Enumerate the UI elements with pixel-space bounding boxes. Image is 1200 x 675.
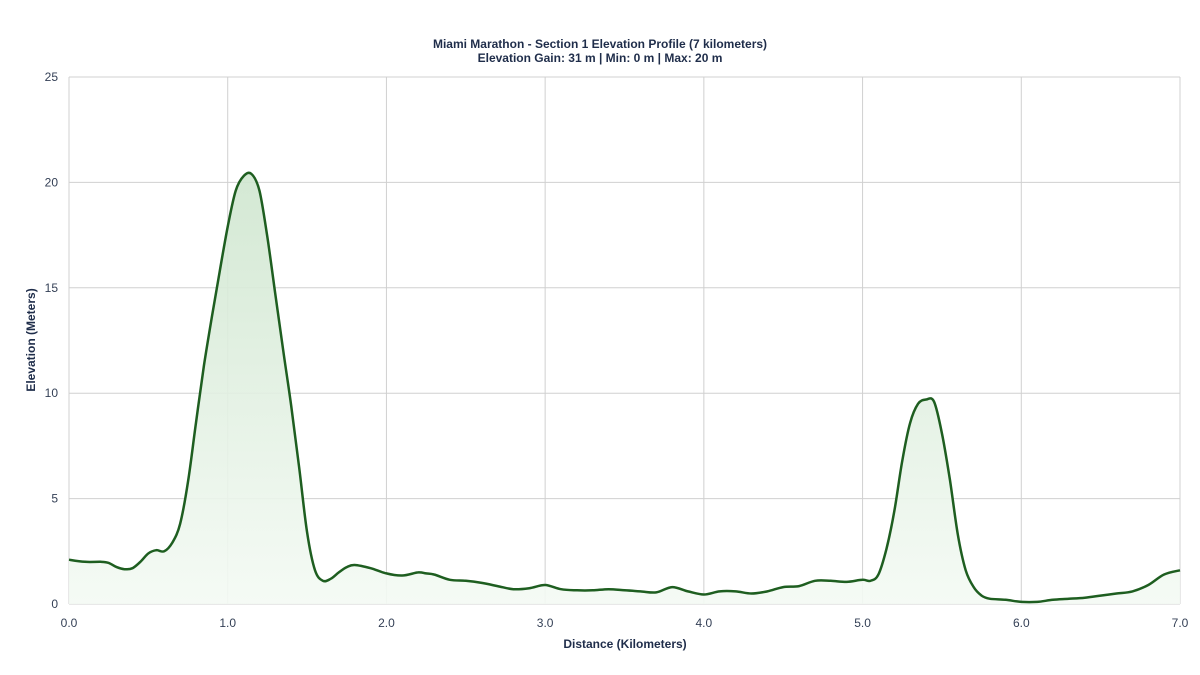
x-axis-title: Distance (Kilometers) (563, 637, 686, 651)
y-tick-label: 5 (51, 492, 58, 506)
x-axis-ticks: 0.0 1.0 2.0 3.0 4.0 5.0 6.0 7.0 (61, 616, 1189, 630)
x-tick-label: 2.0 (378, 616, 395, 630)
y-axis-ticks: 0 5 10 15 20 25 (45, 70, 59, 611)
elevation-line (68, 171, 1181, 604)
elevation-line-layer (68, 171, 1181, 604)
x-tick-label: 3.0 (537, 616, 554, 630)
y-tick-label: 25 (45, 70, 59, 84)
elevation-area-fill (69, 172, 1180, 605)
y-tick-label: 20 (45, 175, 59, 189)
x-tick-label: 7.0 (1172, 616, 1189, 630)
y-tick-label: 15 (45, 281, 59, 295)
x-tick-label: 4.0 (696, 616, 713, 630)
y-tick-label: 0 (51, 597, 58, 611)
x-tick-label: 1.0 (219, 616, 236, 630)
chart-title: Miami Marathon - Section 1 Elevation Pro… (433, 37, 767, 51)
x-tick-label: 6.0 (1013, 616, 1030, 630)
x-tick-label: 5.0 (854, 616, 871, 630)
area-fill-layer (69, 172, 1180, 605)
x-tick-label: 0.0 (61, 616, 78, 630)
y-tick-label: 10 (45, 386, 59, 400)
y-axis-title: Elevation (Meters) (24, 288, 38, 391)
chart-subtitle: Elevation Gain: 31 m | Min: 0 m | Max: 2… (478, 51, 723, 65)
